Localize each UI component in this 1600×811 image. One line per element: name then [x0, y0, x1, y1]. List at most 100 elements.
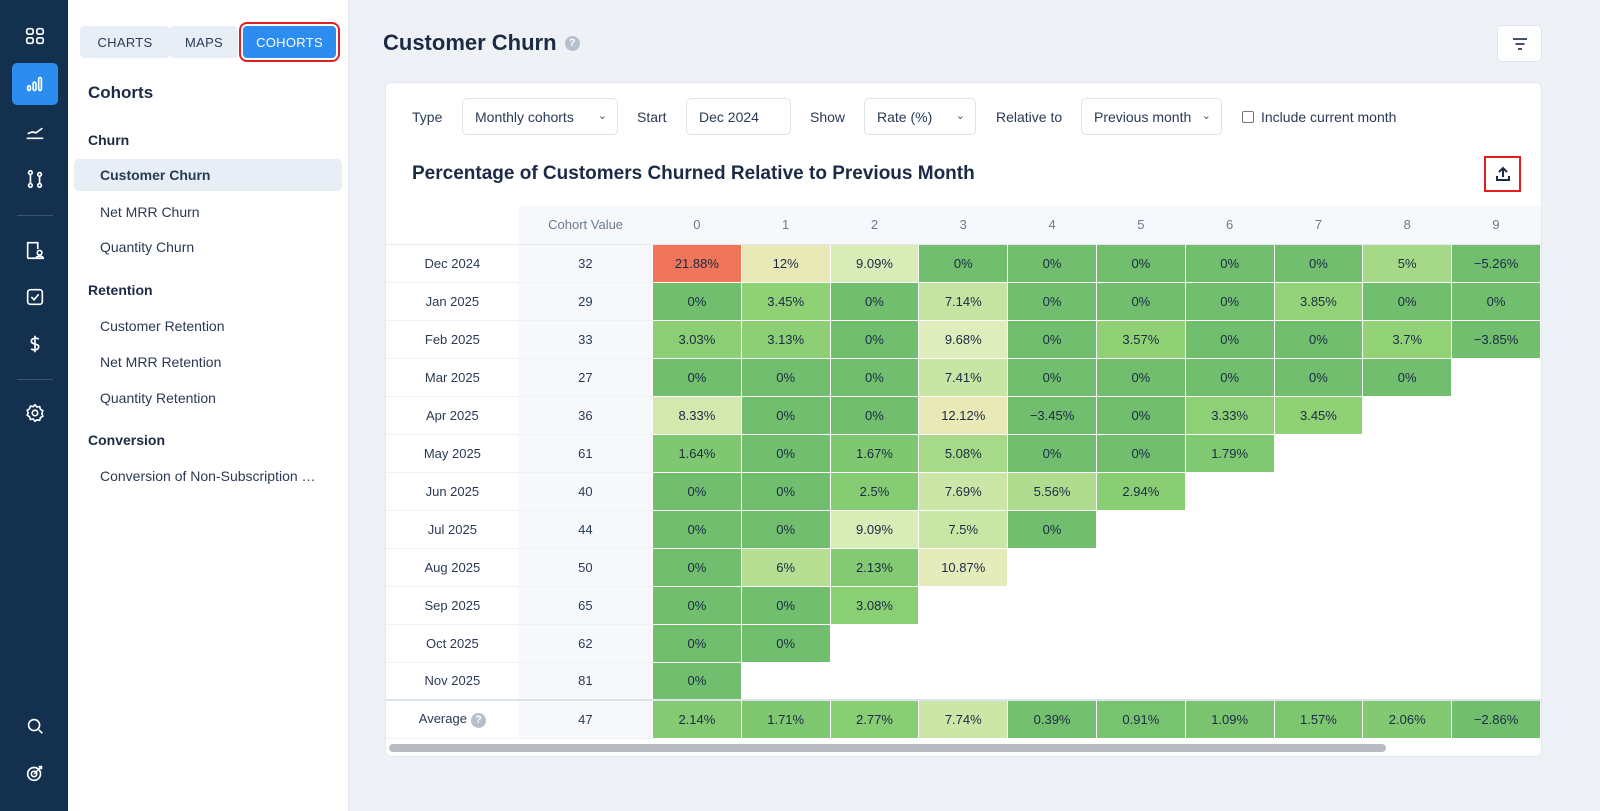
export-button[interactable]	[1484, 156, 1521, 192]
empty-cell	[1452, 510, 1541, 548]
heatmap-cell: 12%	[740, 243, 831, 283]
row-label-text: Jan 2025	[425, 293, 480, 309]
empty-cell	[1008, 624, 1097, 662]
heatmap-cell: 0%	[651, 357, 742, 397]
help-icon[interactable]: ?	[470, 712, 486, 728]
heatmap-cell: 0%	[829, 357, 920, 397]
heatmap-cell: −3.45%	[1007, 395, 1097, 435]
building-user-icon[interactable]	[12, 229, 58, 271]
sidebar-item-quantity-churn[interactable]: Quantity Churn	[100, 239, 195, 255]
page-title: Customer Churn	[383, 30, 557, 55]
line-chart-icon[interactable]	[12, 110, 58, 152]
heatmap-cell: 0%	[1273, 357, 1364, 397]
include-current-month-checkbox[interactable]	[1242, 111, 1254, 123]
heatmap-cell: 0%	[1273, 243, 1364, 283]
heatmap-cell: 0%	[740, 623, 831, 663]
heatmap-cell: 0.91%	[1095, 699, 1186, 739]
type-select[interactable]: Monthly cohorts ⌄	[462, 98, 618, 135]
sidebar-item-quantity-retention[interactable]: Quantity Retention	[100, 390, 216, 406]
heatmap-cell: 6%	[740, 547, 831, 587]
heatmap-cell: 0%	[1007, 357, 1097, 397]
tab-charts[interactable]: CHARTS	[80, 26, 170, 58]
table-row: Jul 2025 44 0% 0% 9.09% 7.5% 0%	[386, 509, 1541, 549]
heatmap-cell: 0%	[1184, 357, 1275, 397]
cohort-value-header: Cohort Value	[518, 206, 653, 245]
horizontal-scrollbar[interactable]	[389, 744, 1386, 752]
tab-cohorts[interactable]: COHORTS	[239, 22, 340, 62]
row-label-text: Feb 2025	[424, 331, 480, 347]
row-label-text: Apr 2025	[425, 407, 479, 423]
period-header: 5	[1096, 206, 1186, 245]
empty-cell	[1274, 472, 1363, 510]
heatmap-cell: 0%	[651, 547, 742, 587]
heatmap-cell: 21.88%	[651, 243, 742, 283]
row-label: Oct 2025	[386, 624, 519, 663]
settings-icon[interactable]	[12, 392, 58, 434]
search-icon[interactable]	[12, 705, 58, 747]
row-label: May 2025	[386, 434, 519, 473]
help-icon[interactable]: ?	[564, 35, 580, 51]
cohort-value-cell: 32	[518, 244, 653, 283]
tab-maps[interactable]: MAPS	[170, 26, 238, 58]
cohort-table: Cohort Value 0 1 2 3 4 5 6 7 8 9 Dec 2024 32 21.88% 1…	[386, 206, 1541, 739]
period-header: 4	[1007, 206, 1097, 245]
empty-cell	[1185, 548, 1274, 586]
filter-button[interactable]	[1497, 25, 1542, 62]
heatmap-cell: 1.09%	[1184, 699, 1275, 739]
row-label-text: Dec 2024	[424, 255, 481, 271]
table-row: Dec 2024 32 21.88% 12% 9.09% 0% 0% 0% 0% 0% 5% −5.2…	[386, 243, 1541, 283]
heatmap-cell: 0%	[1095, 357, 1186, 397]
include-current-month-label[interactable]: Include current month	[1261, 109, 1397, 125]
show-select[interactable]: Rate (%) ⌄	[864, 98, 976, 135]
heatmap-cell: 7.41%	[918, 357, 1009, 397]
heatmap-cell: 7.5%	[918, 509, 1009, 549]
row-label: Sep 2025	[386, 586, 519, 625]
heatmap-cell: −2.86%	[1451, 699, 1541, 739]
table-row: Apr 2025 36 8.33% 0% 0% 12.12% −3.45% 0% 3.33% 3.…	[386, 395, 1541, 435]
heatmap-cell: 0%	[1184, 281, 1275, 321]
flow-icon[interactable]	[12, 158, 58, 200]
cohort-value-cell: 36	[518, 396, 653, 435]
sidebar-item-customer-retention[interactable]: Customer Retention	[100, 318, 225, 334]
relative-select[interactable]: Previous month ⌄	[1081, 98, 1222, 135]
heatmap-cell: 7.74%	[918, 699, 1009, 739]
empty-cell	[1274, 510, 1363, 548]
row-label-text: Oct 2025	[425, 635, 479, 651]
empty-cell	[1452, 472, 1541, 510]
heatmap-cell: 5.56%	[1007, 471, 1097, 511]
empty-cell	[1185, 510, 1274, 548]
empty-cell	[1452, 624, 1541, 662]
sidebar-item-conversion[interactable]: Conversion of Non-Subscription …	[100, 468, 316, 484]
table-row: Oct 2025 62 0% 0%	[386, 623, 1541, 663]
heatmap-cell: 7.14%	[918, 281, 1009, 321]
bar-chart-icon[interactable]	[12, 63, 58, 105]
sidebar-item-net-mrr-retention[interactable]: Net MRR Retention	[100, 354, 222, 370]
empty-cell	[1274, 662, 1363, 700]
empty-cell	[1452, 396, 1541, 434]
checkbox-icon[interactable]	[12, 276, 58, 318]
heatmap-cell: 0%	[651, 585, 742, 625]
heatmap-cell: 0%	[1451, 281, 1541, 321]
heatmap-cell: 3.45%	[740, 281, 831, 321]
dashboard-icon[interactable]	[12, 15, 58, 57]
empty-cell	[1096, 510, 1185, 548]
target-icon[interactable]	[12, 752, 58, 794]
table-row: Aug 2025 50 0% 6% 2.13% 10.87%	[386, 547, 1541, 587]
sidebar-item-net-mrr-churn[interactable]: Net MRR Churn	[100, 204, 200, 220]
chevron-down-icon: ⌄	[955, 110, 965, 122]
heatmap-cell: 0%	[1184, 243, 1275, 283]
filter-icon	[1512, 37, 1527, 50]
period-header: 9	[1451, 206, 1541, 245]
cohort-value-cell: 81	[518, 662, 653, 701]
heatmap-cell: 0%	[651, 509, 742, 549]
empty-cell	[1363, 586, 1452, 624]
empty-cell	[1185, 586, 1274, 624]
heatmap-cell: 0%	[740, 395, 831, 435]
heatmap-cell: 8.33%	[651, 395, 742, 435]
table-row: Nov 2025 81 0%	[386, 661, 1541, 701]
heatmap-cell: 0%	[1095, 433, 1186, 473]
heatmap-cell: 9.09%	[829, 509, 920, 549]
dollar-icon[interactable]	[12, 323, 58, 365]
sidebar-item-customer-churn[interactable]: Customer Churn	[74, 159, 342, 191]
start-input[interactable]: Dec 2024	[686, 98, 791, 135]
